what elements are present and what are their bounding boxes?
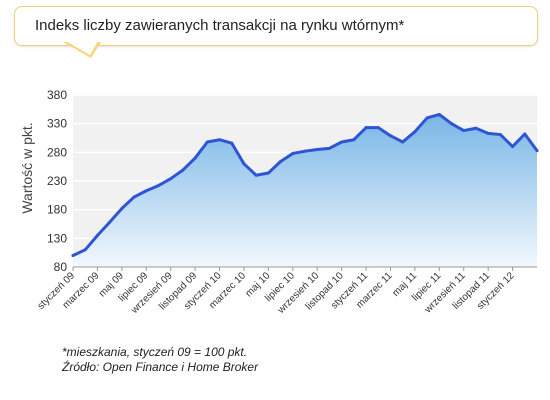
data-point bbox=[388, 134, 392, 138]
data-point bbox=[340, 140, 344, 144]
bubble-tail-inner bbox=[66, 41, 98, 55]
data-point bbox=[83, 248, 87, 252]
data-point bbox=[315, 147, 319, 151]
data-point bbox=[279, 160, 283, 164]
data-point bbox=[218, 138, 222, 142]
data-point bbox=[303, 149, 307, 153]
series-area bbox=[73, 114, 537, 267]
data-point bbox=[71, 254, 75, 258]
data-point bbox=[498, 133, 502, 137]
y-tick-label: 130 bbox=[47, 231, 67, 245]
data-point bbox=[108, 220, 112, 224]
data-point bbox=[181, 168, 185, 172]
data-point bbox=[437, 112, 441, 116]
data-point bbox=[425, 116, 429, 120]
data-point bbox=[511, 145, 515, 149]
data-point bbox=[327, 146, 331, 150]
data-point bbox=[486, 131, 490, 135]
data-point bbox=[352, 138, 356, 142]
data-point bbox=[364, 126, 368, 130]
data-point bbox=[254, 173, 258, 177]
chart-title: Indeks liczby zawieranych transakcji na … bbox=[35, 17, 405, 34]
data-point bbox=[132, 195, 136, 199]
data-point bbox=[156, 184, 160, 188]
data-point bbox=[266, 171, 270, 175]
title-bubble: Indeks liczby zawieranych transakcji na … bbox=[14, 6, 538, 46]
y-tick-label: 280 bbox=[47, 145, 67, 159]
data-point bbox=[193, 156, 197, 160]
data-point bbox=[169, 177, 173, 181]
y-tick-label: 380 bbox=[47, 88, 67, 102]
data-point bbox=[95, 233, 99, 237]
data-point bbox=[450, 122, 454, 126]
y-tick-label: 230 bbox=[47, 174, 67, 188]
data-point bbox=[291, 151, 295, 155]
data-point bbox=[535, 149, 539, 153]
data-point bbox=[230, 141, 234, 145]
footnote-definition: *mieszkania, styczeń 09 = 100 pkt. bbox=[62, 345, 248, 359]
data-point bbox=[462, 129, 466, 133]
data-point bbox=[474, 126, 478, 130]
data-point bbox=[144, 189, 148, 193]
data-point bbox=[205, 140, 209, 144]
y-tick-label: 330 bbox=[47, 117, 67, 131]
y-tick-label: 80 bbox=[54, 260, 68, 274]
data-point bbox=[413, 130, 417, 134]
data-point bbox=[120, 207, 124, 211]
data-point bbox=[242, 162, 246, 166]
footnote-source: Źródło: Open Finance i Home Broker bbox=[62, 360, 259, 374]
y-tick-label: 180 bbox=[47, 203, 67, 217]
data-point bbox=[401, 140, 405, 144]
data-point bbox=[523, 132, 527, 136]
data-point bbox=[376, 126, 380, 130]
